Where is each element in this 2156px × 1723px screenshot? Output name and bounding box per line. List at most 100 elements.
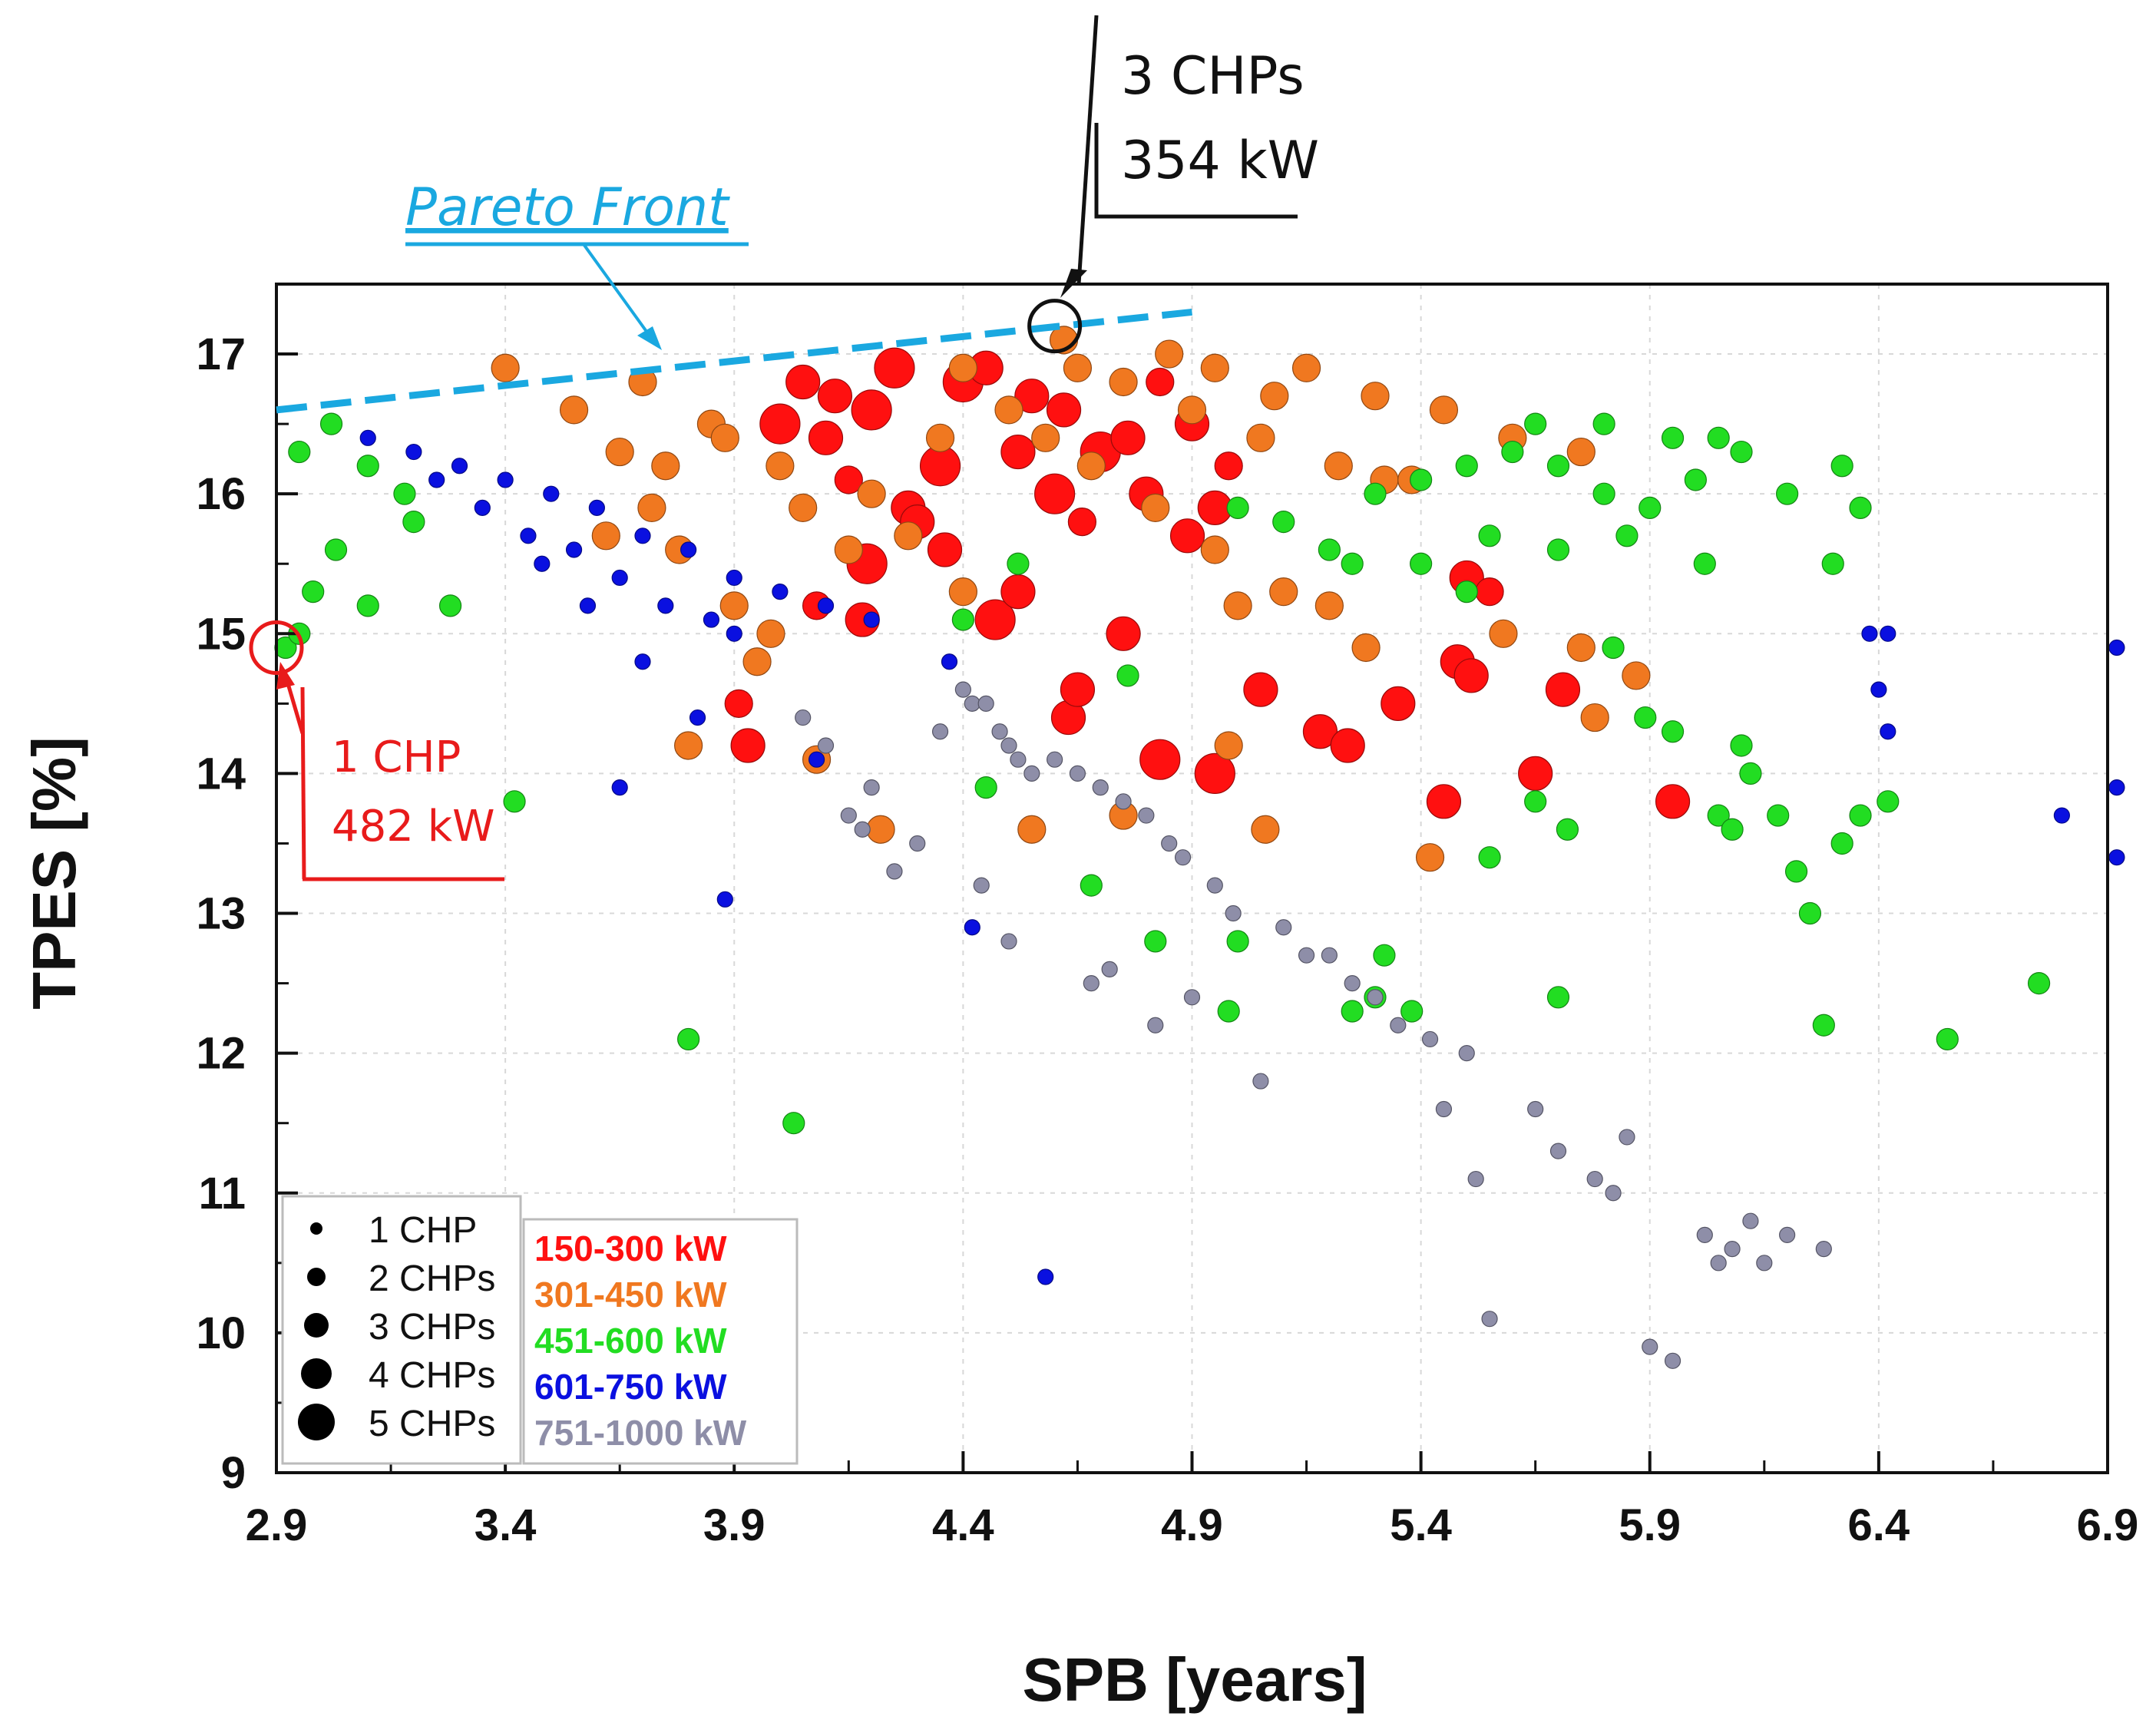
data-point — [1458, 1045, 1475, 1062]
data-point — [1010, 751, 1027, 768]
data-point — [1014, 379, 1050, 414]
axis-ticks: 9 10 11 12 13 14 15 16 17 2.9 3.4 3.9 4.4 4.9 5.4 5.9 6.… — [196, 329, 2138, 1550]
data-point — [991, 723, 1008, 740]
data-point — [1080, 874, 1103, 897]
data-point — [302, 580, 325, 604]
data-point — [565, 541, 583, 558]
data-point — [1139, 739, 1181, 780]
data-point — [1341, 552, 1364, 575]
data-point — [1870, 681, 1887, 698]
data-point — [1566, 437, 1596, 467]
data-point — [951, 608, 974, 631]
data-point — [359, 429, 376, 446]
data-point — [834, 535, 863, 564]
data-point — [974, 776, 997, 799]
data-point — [1421, 1030, 1439, 1048]
data-point — [840, 807, 857, 824]
annotation-arrowhead — [276, 662, 295, 690]
data-point — [1545, 672, 1581, 707]
x-tick-label: 3.9 — [703, 1500, 766, 1550]
data-point — [854, 821, 871, 838]
size-legend-label: 3 CHPs — [369, 1307, 495, 1348]
data-point — [651, 451, 680, 481]
data-point — [1109, 367, 1138, 397]
data-point — [1415, 843, 1445, 872]
data-point — [1684, 468, 1707, 491]
data-point — [1742, 1212, 1759, 1229]
data-point — [2108, 639, 2125, 656]
data-point — [1779, 1226, 1796, 1244]
data-point — [1475, 577, 1504, 607]
data-point — [1330, 728, 1365, 763]
data-point — [1707, 426, 1730, 449]
size-legend-marker — [304, 1313, 329, 1338]
x-axis-title: SPB [years] — [1022, 1645, 1367, 1714]
data-point — [1194, 752, 1235, 795]
data-point — [1155, 339, 1184, 369]
data-point — [1321, 947, 1338, 964]
data-point — [1069, 765, 1086, 782]
data-point — [1693, 552, 1716, 575]
data-point — [634, 653, 651, 670]
data-point — [766, 451, 795, 481]
data-point — [1226, 496, 1249, 519]
data-point — [1767, 804, 1790, 827]
data-point — [817, 597, 835, 614]
data-point — [274, 636, 297, 660]
annotation-highlight-circle — [249, 620, 304, 676]
data-points — [274, 326, 2125, 1369]
data-point — [1115, 793, 1132, 810]
y-tick-label: 9 — [221, 1448, 246, 1498]
x-tick-label: 3.4 — [475, 1500, 537, 1550]
annotation-highlight-circle — [1027, 299, 1083, 354]
data-point — [782, 1112, 805, 1135]
data-point — [559, 395, 589, 425]
data-point — [356, 594, 379, 617]
data-point — [1023, 765, 1040, 782]
data-point — [1252, 1073, 1269, 1090]
x-tick-label: 6.9 — [2077, 1500, 2139, 1550]
data-point — [909, 835, 926, 852]
data-point — [1429, 395, 1459, 425]
data-point — [1291, 353, 1321, 382]
data-point — [857, 479, 886, 508]
size-legend-marker — [301, 1358, 332, 1389]
data-point — [1546, 455, 1570, 478]
data-point — [1455, 455, 1478, 478]
data-point — [677, 1027, 700, 1051]
size-legend-label: 1 CHP — [369, 1210, 477, 1251]
data-point — [611, 779, 628, 796]
data-point — [1381, 686, 1416, 721]
data-point — [834, 465, 863, 494]
data-point — [1351, 633, 1381, 663]
annotation-callout-bracket — [300, 686, 306, 880]
data-point — [1592, 412, 1615, 435]
data-point — [1696, 1226, 1713, 1244]
data-point — [1046, 392, 1082, 428]
data-point — [1341, 1000, 1364, 1023]
data-point — [1243, 672, 1278, 707]
data-point — [474, 499, 491, 516]
data-point — [1169, 518, 1205, 554]
y-tick-label: 10 — [196, 1308, 246, 1358]
data-point — [1849, 496, 1872, 519]
data-point — [1478, 846, 1501, 869]
data-point — [491, 353, 520, 382]
data-point — [1364, 482, 1387, 505]
x-tick-label: 4.9 — [1161, 1500, 1223, 1550]
data-point — [994, 395, 1023, 425]
data-point — [1177, 395, 1207, 425]
data-point — [1373, 944, 1396, 967]
data-point — [1200, 535, 1229, 564]
data-point — [1634, 706, 1657, 729]
data-point — [817, 379, 853, 414]
data-point — [1784, 860, 1808, 883]
data-point — [288, 440, 311, 464]
data-point — [1067, 507, 1097, 537]
data-point — [1000, 434, 1036, 470]
data-point — [703, 611, 720, 628]
annotation-chps: 3 CHPs — [1121, 46, 1305, 107]
data-point — [1849, 804, 1872, 827]
data-point — [1455, 580, 1478, 604]
data-point — [1147, 1017, 1164, 1033]
